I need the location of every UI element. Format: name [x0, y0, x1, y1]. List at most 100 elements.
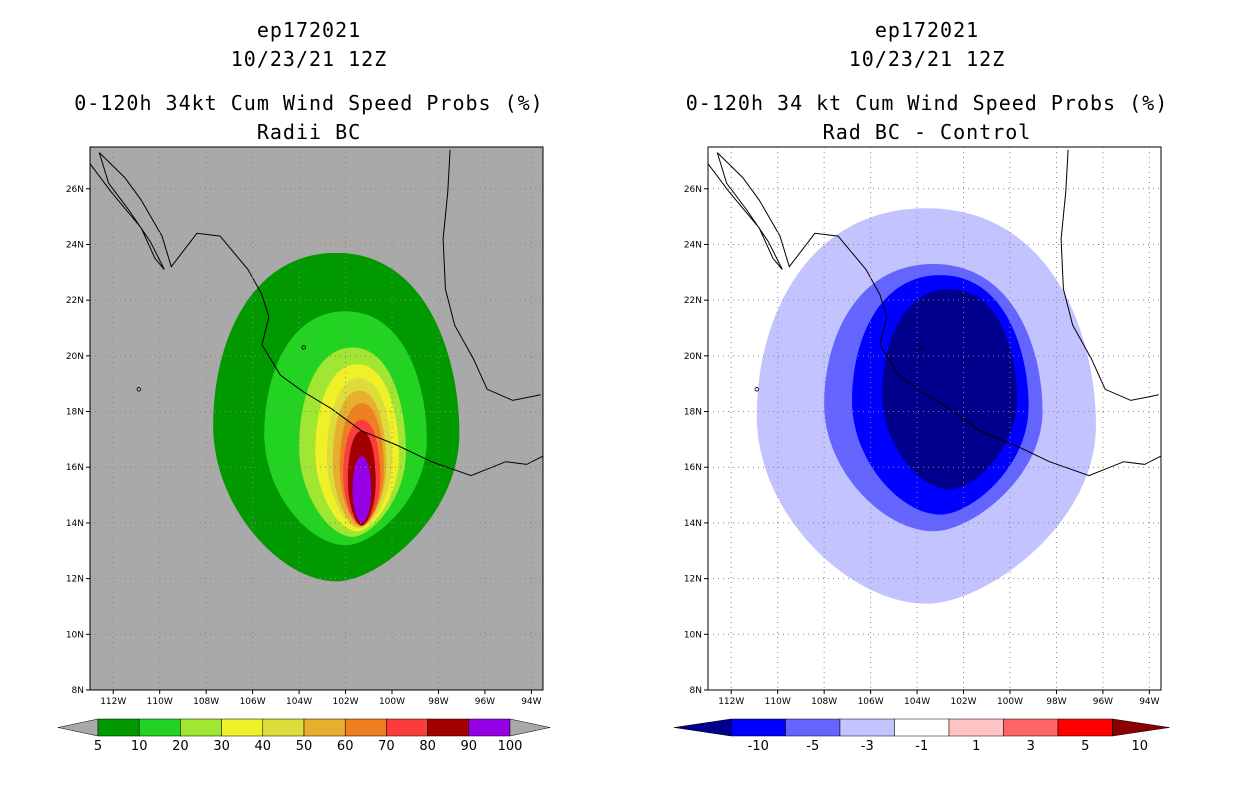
y-tick-label: 12N — [66, 575, 84, 585]
colorbar-extend-right — [509, 718, 551, 737]
colorbar-label: -5 — [806, 739, 819, 754]
colorbar-segment — [427, 718, 470, 737]
y-tick-label: 10N — [684, 630, 702, 640]
y-tick-label: 26N — [66, 185, 84, 195]
y-tick-label: 16N — [684, 463, 702, 473]
plot-frame — [707, 146, 1162, 691]
colorbar-label: 70 — [378, 739, 395, 754]
colorbar-label: 20 — [172, 739, 189, 754]
colorbar-label: 60 — [337, 739, 354, 754]
x-tick-label: 108W — [193, 697, 219, 707]
y-tick-label: 26N — [684, 185, 702, 195]
storm-id: ep172021 — [874, 18, 980, 42]
island — [301, 345, 306, 350]
y-tick-label: 8N — [690, 686, 702, 696]
contour-level-90 — [352, 456, 372, 523]
colorbar-segment — [180, 718, 222, 737]
x-tick-label: 110W — [765, 697, 791, 707]
colorbar-extend-right — [1112, 718, 1170, 737]
colorbar-label: 5 — [1081, 739, 1089, 754]
island — [919, 345, 924, 350]
colorbar-segment — [839, 718, 895, 737]
colorbar-label: -3 — [861, 739, 874, 754]
panel-radii-bc: ep172021 10/23/21 12Z 0-120h 34kt Cum Wi… — [57, 18, 551, 754]
x-tick-label: 104W — [286, 697, 312, 707]
probability-map: 112W 110W 108W 106W 104W 102W 100W 98W 96W 94W 8N 1… — [57, 146, 551, 754]
colorbar-label: 50 — [296, 739, 313, 754]
chart-title: 0-120h 34 kt Cum Wind Speed Probs (%) — [685, 91, 1169, 115]
colorbar-segment — [1003, 718, 1059, 737]
chart-subtitle: Radii BC — [256, 120, 362, 144]
colorbar-segment — [221, 718, 264, 737]
x-tick-label: 106W — [858, 697, 884, 707]
x-tick-label: 104W — [904, 697, 930, 707]
datetime: 10/23/21 12Z — [230, 47, 388, 71]
datetime: 10/23/21 12Z — [848, 47, 1006, 71]
x-tick-label: 112W — [100, 697, 126, 707]
colorbar-segment — [785, 718, 841, 737]
y-tick-label: 22N — [684, 296, 702, 306]
x-tick-label: 108W — [811, 697, 837, 707]
coastline — [442, 149, 541, 401]
y-tick-label: 12N — [684, 575, 702, 585]
colorbar-label: 30 — [213, 739, 230, 754]
colorbar-label: 40 — [255, 739, 272, 754]
chart-title: 0-120h 34kt Cum Wind Speed Probs (%) — [74, 91, 544, 115]
storm-id: ep172021 — [256, 18, 362, 42]
difference-map: 112W 110W 108W 106W 104W 102W 100W 98W 96W 94W 8N 1… — [673, 146, 1170, 754]
colorbar-label: -1 — [915, 739, 928, 754]
colorbar-label: 100 — [498, 739, 523, 754]
x-tick-label: 94W — [521, 697, 541, 707]
colorbar-segment — [138, 718, 181, 737]
colorbar-segment — [948, 718, 1004, 737]
colorbar-label: 90 — [461, 739, 478, 754]
y-tick-label: 24N — [684, 240, 702, 250]
plot-frame — [89, 146, 544, 691]
x-tick-label: 100W — [379, 697, 405, 707]
y-tick-label: 20N — [684, 352, 702, 362]
panel-rad-bc-minus-control: ep172021 10/23/21 12Z 0-120h 34 kt Cum W… — [618, 0, 1236, 800]
colorbar-segment — [1057, 718, 1113, 737]
y-tick-label: 14N — [684, 519, 702, 529]
colorbar-segment — [468, 718, 511, 737]
contour-level--10 — [882, 289, 1017, 490]
colorbar-segment — [344, 718, 387, 737]
y-tick-label: 8N — [72, 686, 84, 696]
x-tick-label: 112W — [718, 697, 744, 707]
y-tick-label: 20N — [66, 352, 84, 362]
x-tick-label: 98W — [1046, 697, 1066, 707]
y-tick-label: 22N — [66, 296, 84, 306]
colorbar-label: -10 — [748, 739, 769, 754]
colorbar-label: 10 — [1131, 739, 1148, 754]
colorbar-label: 5 — [94, 739, 102, 754]
colorbar-segment — [262, 718, 305, 737]
coastline — [90, 152, 165, 270]
coastline — [716, 152, 1161, 477]
island — [754, 387, 759, 392]
colorbar-label: 3 — [1027, 739, 1035, 754]
colorbar-label: 1 — [972, 739, 980, 754]
x-tick-label: 110W — [147, 697, 173, 707]
colorbar-label: 10 — [131, 739, 148, 754]
y-tick-label: 16N — [66, 463, 84, 473]
colorbar-segment — [386, 718, 428, 737]
y-tick-label: 10N — [66, 630, 84, 640]
colorbar-extend-left — [673, 718, 732, 737]
y-tick-label: 18N — [684, 408, 702, 418]
island — [136, 387, 141, 392]
colorbar-segment — [894, 718, 950, 737]
colorbar-segment — [303, 718, 346, 737]
coastline — [708, 152, 783, 270]
colorbar-segment — [97, 718, 140, 737]
x-tick-label: 96W — [475, 697, 495, 707]
colorbar-extend-left — [57, 718, 99, 737]
x-tick-label: 100W — [997, 697, 1023, 707]
x-tick-label: 102W — [950, 697, 976, 707]
x-tick-label: 102W — [332, 697, 358, 707]
colorbar-label: 80 — [419, 739, 436, 754]
chart-subtitle: Rad BC - Control — [822, 120, 1032, 144]
coastline — [98, 152, 543, 477]
x-tick-label: 96W — [1093, 697, 1113, 707]
coastline — [1060, 149, 1159, 401]
colorbar-segment — [730, 718, 786, 737]
